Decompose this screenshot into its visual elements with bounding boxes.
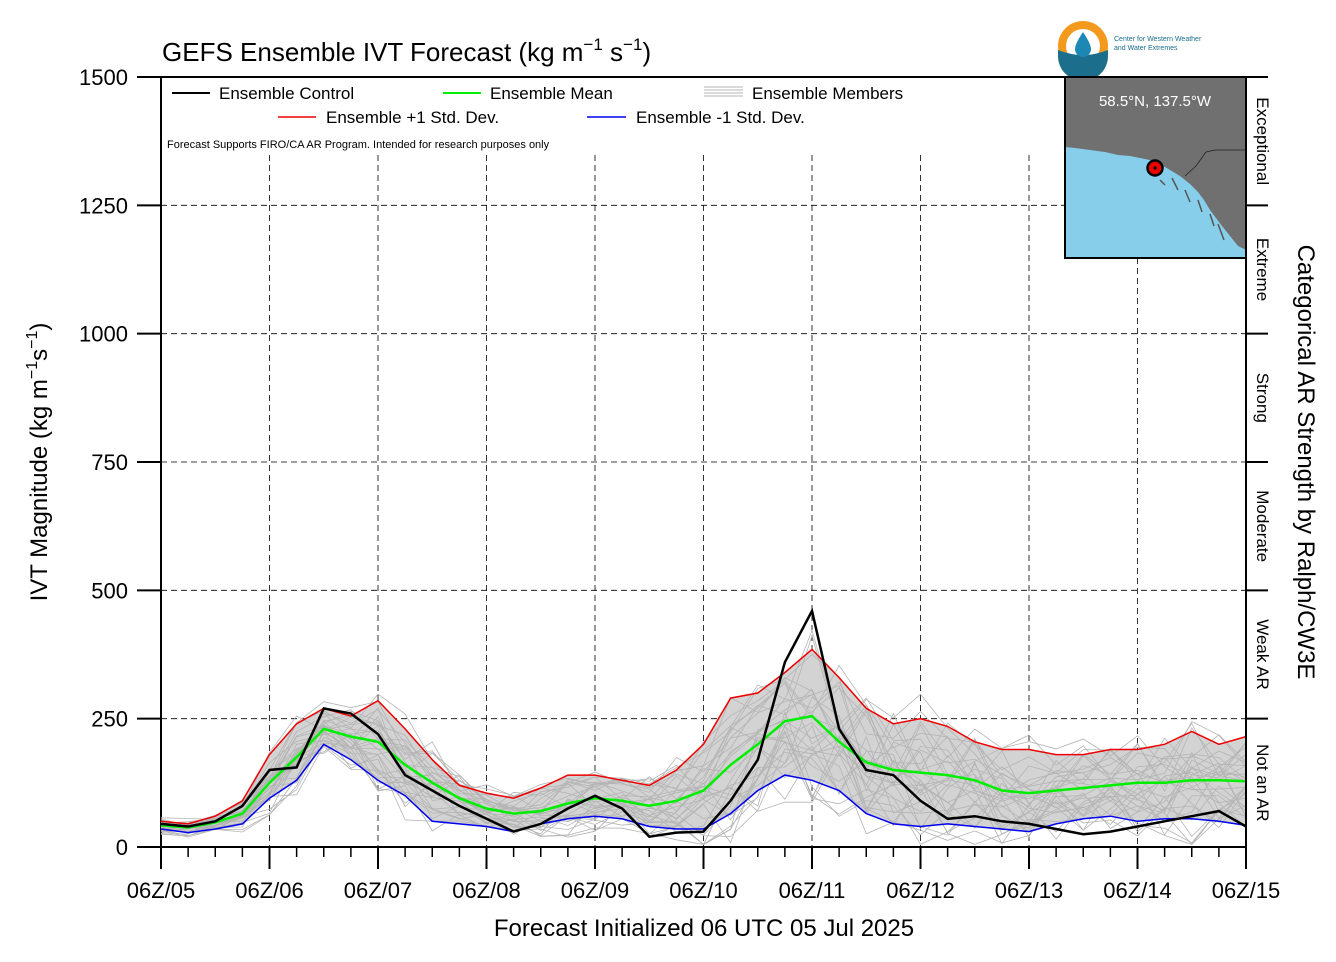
- y-tick-label: 750: [91, 450, 128, 475]
- cat-label: Not an AR: [1253, 744, 1272, 822]
- chart-title: GEFS Ensemble IVT Forecast (kg m−1 s−1): [162, 35, 651, 67]
- logo-wave: [1058, 50, 1108, 81]
- logo-line2: and Water Extremes: [1114, 45, 1178, 52]
- ensemble-members-layer: [160, 629, 1247, 846]
- x-tick-label: 06Z/13: [995, 878, 1064, 903]
- x-tick-label: 06Z/05: [127, 878, 196, 903]
- y-tick-label: 250: [91, 707, 128, 732]
- inset-location-label: 58.5°N, 137.5°W: [1099, 93, 1212, 110]
- ylabel-mid: s: [26, 349, 53, 361]
- cat-label: Exceptional: [1253, 97, 1272, 185]
- grid-layer: [161, 155, 1246, 847]
- legend: Ensemble Control Ensemble Mean Ensemble …: [163, 79, 1063, 154]
- ensemble-member-line: [160, 723, 1247, 833]
- x-tick-label: 06Z/08: [452, 878, 521, 903]
- x-tick-label: 06Z/07: [344, 878, 413, 903]
- y-axis-title: IVT Magnitude (kg m−1s−1): [24, 323, 53, 602]
- legend-control-label: Ensemble Control: [219, 84, 354, 103]
- x-tick-label: 06Z/14: [1103, 878, 1172, 903]
- series-lines-layer: [160, 607, 1247, 839]
- y-tick-label: 500: [91, 578, 128, 603]
- y-tick-label: 1000: [79, 322, 128, 347]
- legend-plus-sd-label: Ensemble +1 Std. Dev.: [326, 108, 499, 127]
- series-plus-sd-line: [160, 648, 1247, 825]
- ensemble-member-line: [160, 746, 1247, 845]
- legend-members-label: Ensemble Members: [752, 84, 903, 103]
- x-tick-label: 06Z/06: [235, 878, 304, 903]
- ensemble-member-line: [160, 734, 1247, 837]
- series-control-line: [160, 607, 1247, 839]
- research-note: Forecast Supports FIRO/CA AR Program. In…: [167, 139, 550, 151]
- cat-label: Strong: [1253, 373, 1272, 423]
- title-sup2: −1: [623, 35, 642, 54]
- series-mean-line: [160, 714, 1247, 829]
- x-tick-label: 06Z/12: [886, 878, 955, 903]
- cat-label: Weak AR: [1253, 619, 1272, 690]
- y-tick-label: 1500: [79, 65, 128, 90]
- y-tick-label: 0: [116, 835, 128, 860]
- series-minus-sd-line: [160, 743, 1247, 834]
- cat-label: Moderate: [1253, 490, 1272, 562]
- ylabel-end: ): [26, 323, 53, 331]
- logo-drop-icon: [1075, 32, 1091, 57]
- title-end: ): [642, 37, 651, 67]
- inset-coast-detail: [1159, 177, 1225, 241]
- ensemble-member-line: [160, 744, 1247, 846]
- ensemble-member-line: [160, 724, 1247, 830]
- inset-map: 58.5°N, 137.5°W: [1064, 76, 1247, 259]
- y-tick-label: 1250: [79, 193, 128, 218]
- ensemble-member-line: [160, 694, 1247, 826]
- x-tick-label: 06Z/11: [779, 878, 846, 903]
- x-tick-label: 06Z/09: [561, 878, 630, 903]
- title-mid: s: [603, 37, 623, 67]
- legend-members-swatch: [704, 86, 743, 97]
- legend-mean-label: Ensemble Mean: [490, 84, 613, 103]
- x-axis-title: Forecast Initialized 06 UTC 05 Jul 2025: [494, 915, 914, 942]
- title-main: GEFS Ensemble IVT Forecast (kg m: [162, 37, 583, 67]
- logo-line1: Center for Western Weather: [1114, 36, 1202, 43]
- ylabel-main: IVT Magnitude (kg m: [26, 379, 53, 601]
- ensemble-member-line: [160, 687, 1247, 826]
- ensemble-member-line: [160, 634, 1247, 820]
- title-sup1: −1: [583, 35, 602, 54]
- inset-land: [1065, 77, 1246, 250]
- ar-category-axis: Not an AR Weak AR Moderate Strong Extreme Exc…: [1245, 76, 1272, 847]
- inset-border-line: [1184, 149, 1246, 177]
- right-axis-title: Categorical AR Strength by Ralph/CW3E: [1292, 245, 1319, 680]
- cat-label: Extreme: [1253, 238, 1272, 301]
- ensemble-member-line: [160, 682, 1247, 830]
- x-tick-label: 06Z/10: [669, 878, 738, 903]
- ensemble-member-line: [160, 629, 1247, 829]
- legend-minus-sd-label: Ensemble -1 Std. Dev.: [636, 108, 805, 127]
- ticks-layer: 0 250 500 750 1000 1250 1500 06Z/05 06Z/06 06Z/07…: [79, 65, 1280, 903]
- ylabel-sup1: −1: [24, 361, 41, 379]
- ensemble-member-line: [160, 730, 1247, 845]
- x-tick-label: 06Z/15: [1212, 878, 1281, 903]
- cw3e-logo: Center for Western Weather and Water Ext…: [1058, 21, 1202, 81]
- ylabel-sup2: −1: [24, 330, 41, 348]
- ensemble-member-line: [160, 677, 1247, 824]
